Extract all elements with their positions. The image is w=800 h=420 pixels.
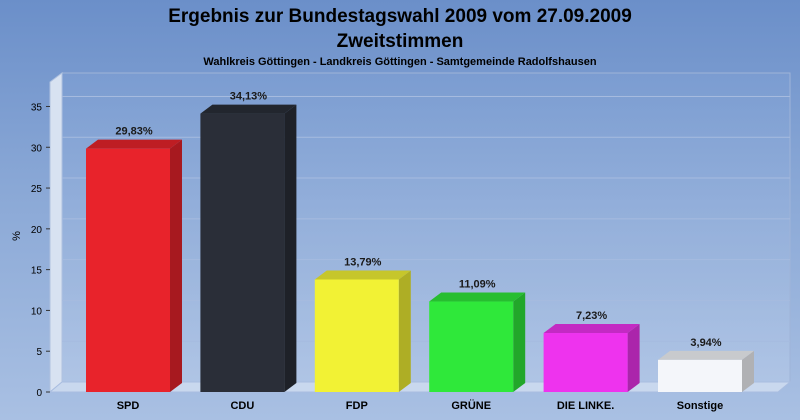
bar-front	[200, 113, 285, 393]
bar-front	[429, 301, 514, 392]
x-tick-label: Sonstige	[677, 400, 723, 412]
y-tick-label: 35	[31, 102, 43, 113]
data-label: 3,94%	[690, 337, 721, 349]
data-label: 34,13%	[230, 91, 268, 103]
bar: 34,13%	[200, 91, 297, 393]
x-tick-label: FDP	[346, 400, 368, 412]
y-tick-label: 5	[36, 347, 42, 358]
y-tick-label: 0	[36, 388, 42, 399]
x-tick-label: SPD	[117, 400, 140, 412]
x-tick-label: GRÜNE	[451, 399, 491, 412]
y-tick-label: 10	[31, 306, 43, 317]
bar-front	[658, 359, 742, 392]
bar: 29,83%	[86, 126, 182, 392]
bar: 3,94%	[658, 337, 754, 392]
bar-side	[284, 104, 297, 393]
bar-front	[543, 333, 628, 392]
bar-top	[314, 270, 411, 280]
bar: 11,09%	[429, 279, 526, 392]
bar-top	[200, 104, 297, 114]
bar-side	[398, 270, 411, 392]
bars: 29,83% 34,13% 13,79% 11,09% 7,23% 3,94%	[86, 91, 754, 393]
bar-front	[86, 148, 170, 392]
y-tick-label: 15	[31, 266, 43, 277]
bar-side	[627, 324, 640, 392]
plot-left-wall	[49, 72, 63, 394]
bar-side	[742, 350, 754, 392]
y-tick-label: 30	[31, 143, 43, 154]
chart-subtitle: Wahlkreis Göttingen - Landkreis Göttinge…	[203, 56, 596, 68]
y-axis-title: %	[11, 231, 23, 241]
bar-side	[513, 292, 526, 392]
data-label: 7,23%	[576, 310, 607, 322]
x-tick-label: DIE LINKE.	[557, 400, 614, 412]
data-label: 13,79%	[344, 257, 382, 269]
x-tick-label: CDU	[230, 400, 254, 412]
bar-front	[314, 279, 399, 392]
chart-title-line2: Zweitstimmen	[337, 31, 464, 52]
data-label: 29,83%	[115, 126, 153, 138]
chart-title: Ergebnis zur Bundestagswahl 2009 vom 27.…	[168, 6, 632, 27]
y-tick-label: 25	[31, 184, 43, 195]
bar: 13,79%	[314, 257, 411, 392]
bar-top	[429, 292, 526, 302]
x-axis-labels: SPD CDU FDP GRÜNE DIE LINKE. Sonstige	[117, 399, 724, 412]
bar-side	[170, 139, 182, 392]
y-axis-ticks: 0 5 10 15 20 25 30 35	[31, 102, 50, 399]
bar: 7,23%	[543, 310, 640, 392]
data-label: 11,09%	[459, 279, 496, 291]
bar-top	[86, 139, 182, 149]
grid-lines	[62, 95, 790, 342]
bar-top	[658, 350, 754, 360]
y-tick-label: 20	[31, 225, 43, 236]
bar-top	[543, 324, 640, 334]
